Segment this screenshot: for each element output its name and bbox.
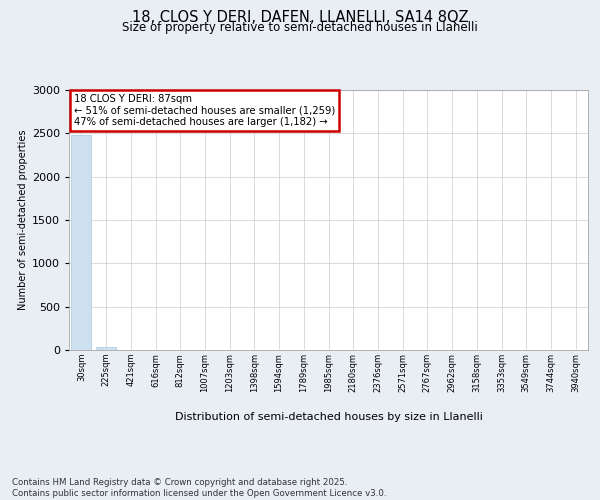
- Text: 18, CLOS Y DERI, DAFEN, LLANELLI, SA14 8QZ: 18, CLOS Y DERI, DAFEN, LLANELLI, SA14 8…: [131, 10, 469, 25]
- Text: 18 CLOS Y DERI: 87sqm
← 51% of semi-detached houses are smaller (1,259)
47% of s: 18 CLOS Y DERI: 87sqm ← 51% of semi-deta…: [74, 94, 335, 127]
- Bar: [96, 346, 116, 350]
- Text: Distribution of semi-detached houses by size in Llanelli: Distribution of semi-detached houses by …: [175, 412, 483, 422]
- Y-axis label: Number of semi-detached properties: Number of semi-detached properties: [17, 130, 28, 310]
- Bar: [71, 135, 91, 350]
- Text: Contains HM Land Registry data © Crown copyright and database right 2025.
Contai: Contains HM Land Registry data © Crown c…: [12, 478, 386, 498]
- Text: Size of property relative to semi-detached houses in Llanelli: Size of property relative to semi-detach…: [122, 22, 478, 35]
